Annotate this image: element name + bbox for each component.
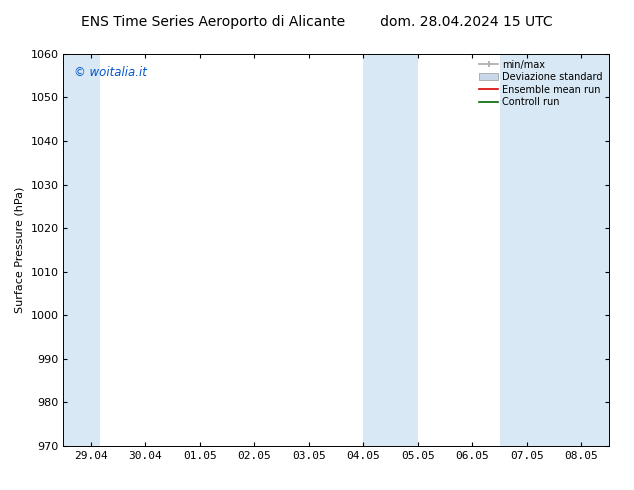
Legend: min/max, Deviazione standard, Ensemble mean run, Controll run: min/max, Deviazione standard, Ensemble m… [475,56,607,111]
Text: ENS Time Series Aeroporto di Alicante        dom. 28.04.2024 15 UTC: ENS Time Series Aeroporto di Alicante do… [81,15,553,29]
Bar [500,54,609,446]
Bar [363,54,418,446]
Bar [63,54,100,446]
Y-axis label: Surface Pressure (hPa): Surface Pressure (hPa) [15,187,25,313]
Text: © woitalia.it: © woitalia.it [74,66,147,79]
